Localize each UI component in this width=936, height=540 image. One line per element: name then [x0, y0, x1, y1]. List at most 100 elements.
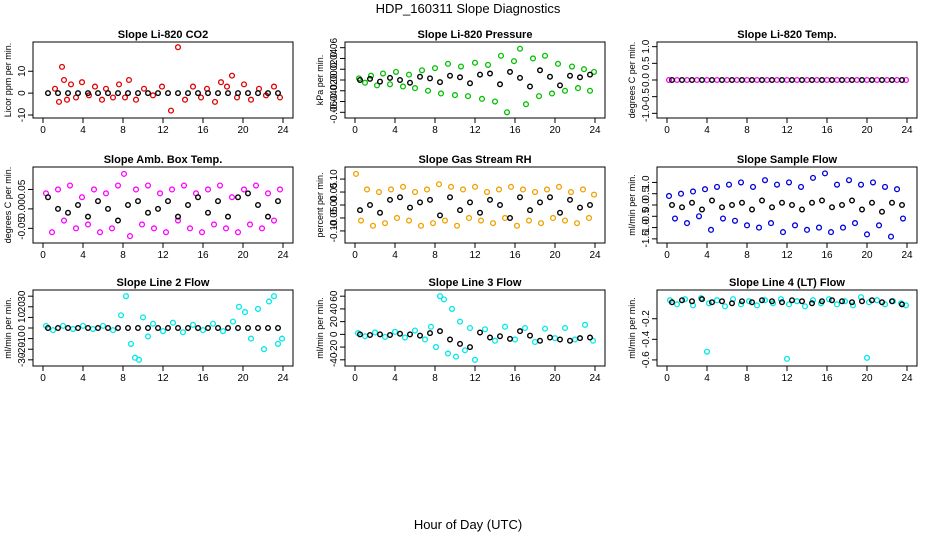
data-point: [863, 231, 871, 238]
summary-point: [507, 68, 514, 75]
summary-point: [234, 90, 241, 97]
summary-point: [699, 206, 706, 213]
x-tick-label: 8: [744, 125, 750, 136]
data-point: [456, 318, 464, 325]
data-point: [393, 214, 401, 222]
data-point: [695, 213, 703, 220]
data-point: [444, 350, 452, 357]
summary-point: [779, 299, 786, 306]
data-point: [749, 183, 757, 190]
data-point: [590, 68, 598, 75]
summary-point: [809, 199, 816, 206]
summary-point: [879, 76, 886, 83]
y-tick-label: 10: [17, 311, 28, 323]
data-point: [673, 76, 681, 84]
y-tick-label: 20: [329, 316, 340, 328]
data-point: [753, 302, 761, 309]
data-point: [159, 328, 167, 335]
data-point: [197, 94, 205, 101]
data-point: [495, 186, 503, 193]
data-point: [115, 81, 123, 88]
x-tick-label: 16: [821, 373, 833, 384]
data-point: [126, 233, 134, 240]
x-axis-title: Hour of Day (UTC): [413, 517, 523, 532]
data-point: [60, 76, 68, 84]
summary-point: [224, 213, 231, 220]
plot-frame: [656, 289, 918, 367]
summary-point: [477, 209, 484, 216]
data-point: [78, 194, 86, 201]
summary-point: [275, 198, 282, 205]
x-tick-label: 24: [277, 125, 289, 136]
summary-point: [204, 325, 211, 332]
summary-point: [265, 325, 272, 332]
data-point: [158, 83, 166, 90]
data-point: [69, 326, 77, 333]
summary-point: [427, 196, 434, 203]
data-point: [793, 298, 801, 305]
summary-point: [567, 72, 574, 79]
data-point: [537, 220, 545, 227]
data-point: [671, 215, 679, 222]
x-tick-label: 16: [197, 125, 209, 136]
data-point: [773, 181, 781, 188]
data-point: [435, 181, 443, 188]
plot-frame: [32, 289, 294, 367]
data-point: [779, 229, 787, 236]
summary-point: [94, 198, 101, 205]
data-point: [554, 60, 562, 67]
summary-point: [397, 194, 404, 201]
data-point: [67, 81, 75, 88]
summary-point: [265, 213, 272, 220]
x-tick-label: 20: [237, 250, 249, 261]
panel-title: Slope Gas Stream RH: [418, 154, 531, 166]
data-point: [386, 81, 394, 88]
data-point: [379, 70, 387, 77]
data-point: [531, 338, 539, 346]
y-tick-label: 20: [17, 301, 28, 313]
y-tick-label: 60: [329, 290, 340, 302]
y-tick-label: 0.06: [329, 38, 340, 58]
data-point: [421, 336, 429, 343]
data-point: [551, 335, 559, 342]
summary-point: [124, 325, 131, 332]
summary-point: [417, 199, 424, 206]
data-point: [477, 217, 485, 224]
data-point: [845, 177, 853, 184]
x-tick-label: 8: [120, 373, 126, 384]
x-tick-label: 4: [80, 373, 86, 384]
x-tick-label: 0: [664, 250, 670, 261]
plot-frame: [344, 166, 606, 244]
summary-point: [537, 199, 544, 206]
data-point: [516, 45, 524, 52]
summary-point: [244, 90, 251, 97]
data-point: [791, 222, 799, 229]
data-point: [278, 335, 286, 342]
data-point: [179, 329, 187, 336]
data-point: [452, 353, 460, 360]
data-point: [501, 323, 509, 330]
data-point: [246, 221, 254, 228]
summary-point: [184, 325, 191, 332]
summary-point: [719, 298, 726, 305]
summary-point: [669, 76, 676, 83]
summary-point: [104, 325, 111, 332]
data-point: [122, 293, 130, 300]
data-point: [174, 217, 182, 224]
x-tick-label: 8: [432, 373, 438, 384]
y-axis-label: kPa per min.: [315, 55, 325, 106]
summary-point: [567, 337, 574, 344]
summary-point: [194, 325, 201, 332]
summary-point: [387, 196, 394, 203]
summary-point: [397, 330, 404, 337]
x-tick-label: 12: [469, 250, 481, 261]
data-point: [186, 225, 194, 232]
x-tick-label: 16: [821, 250, 833, 261]
summary-point: [437, 79, 444, 86]
y-tick-label: -1.0: [641, 104, 652, 122]
summary-point: [799, 298, 806, 305]
data-point: [529, 55, 537, 62]
data-point: [849, 302, 857, 309]
data-point: [713, 76, 721, 84]
summary-point: [517, 74, 524, 81]
